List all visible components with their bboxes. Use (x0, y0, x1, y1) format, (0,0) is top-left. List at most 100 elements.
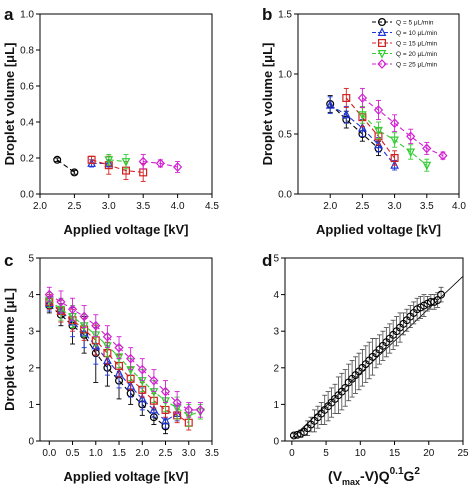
legend-label: Q = 10 μL/min (396, 30, 438, 37)
panel-a-series-q25 (138, 153, 183, 173)
data-point (172, 162, 183, 172)
data-point (137, 364, 147, 375)
panel-b-xtick-label: 2.0 (323, 201, 337, 212)
panel-d-ytick-label: 2 (273, 363, 279, 374)
panel-c-xtick-label: 1.0 (89, 448, 103, 459)
panel-c-series-q20 (44, 292, 205, 427)
panel-d-ytick-label: 1 (273, 400, 279, 411)
data-point (438, 150, 448, 161)
panel-b-ytick-label: 0.5 (278, 130, 292, 141)
panel-b-xlabel: Applied voltage [kV] (316, 222, 441, 237)
panel-c-xtick-label: 2.5 (159, 448, 173, 459)
data-point (149, 375, 159, 386)
panel-b-ylabel: Droplet volume [μL] (260, 43, 275, 166)
data-point (342, 93, 351, 102)
legend-label: Q = 5 μL/min (396, 20, 434, 27)
data-point (184, 405, 194, 415)
data-point (160, 386, 171, 397)
data-point (87, 155, 96, 164)
panel-b-ytick-label: 1.0 (278, 70, 292, 81)
panel-a-frame (39, 13, 213, 195)
panel-a-xtick-label: 2.0 (33, 201, 47, 212)
panel-a-xlabel: Applied voltage [kV] (64, 222, 189, 237)
panel-b-xtick-label: 4.0 (452, 201, 466, 212)
panel-b-label: b (262, 5, 272, 24)
panel-a-ytick-label: 0.6 (20, 82, 34, 93)
data-point (422, 143, 432, 154)
data-point (389, 118, 400, 129)
panel-d-ytick-label: 4 (273, 290, 279, 301)
panel-c-series-q10 (44, 295, 182, 429)
data-point (437, 290, 446, 299)
panel-d-ytick-label: 0 (273, 437, 279, 448)
panel-c-series-q25 (44, 286, 206, 418)
data-point (195, 405, 206, 415)
panel-c-ytick-label: 3 (28, 327, 34, 338)
data-point (67, 304, 78, 315)
data-point (373, 105, 384, 115)
panel-a-ylabel: Droplet volume [μL] (2, 43, 17, 166)
data-point (56, 297, 66, 307)
data-point (138, 156, 148, 167)
data-point (357, 93, 368, 103)
data-point (53, 155, 62, 164)
panel-d-xtick-label: 5 (323, 448, 329, 459)
data-point (121, 158, 131, 167)
data-point (358, 111, 367, 121)
panel-d-frame (284, 257, 464, 442)
data-point (390, 159, 399, 169)
panel-a-xtick-label: 4.0 (171, 201, 185, 212)
data-point (104, 156, 114, 166)
panel-a-series-q20 (104, 153, 131, 170)
panel-a-series-q5 (53, 155, 79, 177)
legend-marker (378, 38, 387, 47)
panel-a-ytick-label: 1.0 (20, 10, 34, 21)
panel-b-series-q20 (358, 105, 432, 172)
panel-b-ytick-label: 1.5 (278, 10, 292, 21)
panel-d-xtick-label: 0 (289, 448, 295, 459)
panel-c-xtick-label: 1.5 (112, 448, 126, 459)
panel-a-label: a (4, 5, 14, 24)
data-point (149, 404, 159, 414)
panel-a-ytick-label: 0.0 (20, 190, 34, 201)
panel-c-ytick-label: 2 (28, 363, 34, 374)
panel-c-ylabel: Droplet volume [μL] (2, 288, 17, 411)
panel-b-xtick-label: 3.5 (420, 201, 434, 212)
series-line (329, 103, 379, 149)
panel-d-label: d (262, 251, 272, 270)
legend-marker (377, 27, 387, 37)
data-point (70, 168, 79, 177)
panel-c-ytick-label: 1 (28, 400, 34, 411)
panel-a-ytick-label: 0.4 (20, 118, 34, 129)
data-point (390, 136, 399, 146)
panel-d-xtick-label: 20 (423, 448, 435, 459)
panel-d-xtick-label: 15 (389, 448, 401, 459)
data-point (172, 397, 182, 408)
data-point (102, 331, 113, 342)
legend-label: Q = 15 μL/min (396, 41, 438, 48)
panel-b-xtick-label: 2.5 (355, 201, 369, 212)
panel-d-ytick-label: 5 (273, 254, 279, 265)
panel-b-ytick-label: 0.0 (278, 190, 292, 201)
data-point (422, 161, 432, 171)
data-point (137, 393, 147, 403)
data-point (406, 131, 416, 142)
panel-b-legend: Q = 5 μL/min Q = 10 μL/min Q = 15 μL/min Q … (372, 18, 438, 69)
panel-c-xtick-label: 2.0 (135, 448, 149, 459)
panel-b-series-q5 (326, 95, 383, 157)
data-point (44, 289, 54, 300)
panel-a-xtick-label: 3.5 (136, 201, 150, 212)
panel-b-frame (297, 13, 460, 195)
data-point (325, 99, 335, 109)
panel-d-xtick-label: 25 (457, 448, 469, 459)
legend-label: Q = 25 μL/min (396, 62, 438, 69)
data-point (406, 148, 416, 158)
data-point (390, 154, 399, 163)
panel-d-ytick-label: 3 (273, 327, 279, 338)
panel-a-xtick-label: 4.5 (205, 201, 219, 212)
series-line (48, 299, 201, 416)
data-point (79, 311, 89, 322)
data-point (155, 158, 166, 169)
data-point (161, 415, 170, 425)
